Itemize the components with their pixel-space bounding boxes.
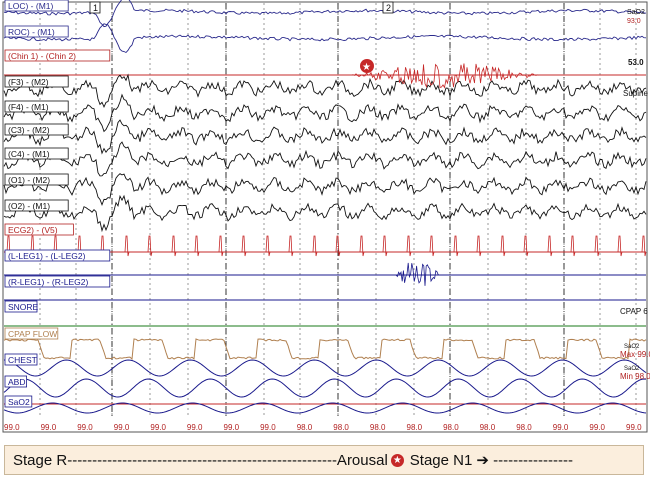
channel-label-box [4,327,59,340]
loc-trace [3,0,647,28]
channel-label-box [4,275,111,288]
channel-label-box [4,100,69,113]
channel-label-13: CPAP FLOW [8,329,57,339]
event-marker-1: 1 [93,3,98,13]
sao2-value-tick: 98.0 [516,423,532,432]
channel-label-box [4,375,28,388]
stage-annotation-bar: Stage R---------------------------------… [4,445,644,475]
sao2-value-tick: 98.0 [407,423,423,432]
channel-label-7: (O1) - (M2) [8,175,50,185]
sao2-value-tick: 99.0 [224,423,240,432]
channel-label-15: ABD [8,377,25,387]
channel-label-16: SaO2 [8,397,30,407]
sao2-value-tick: 99.0 [260,423,276,432]
channel-label-box [4,223,74,236]
sao2-value-tick: 98.0 [333,423,349,432]
sao2-value-tick: 99.0 [41,423,57,432]
channel-label-1: ROC) - (M1) [8,27,55,37]
sao2-value-tick: 98.0 [297,423,313,432]
arousal-star-icon: ★ [390,453,404,467]
event-marker-2: 2 [386,3,391,13]
channel-label-box [4,49,111,62]
sao2-max-label: Max 99.0 [620,350,650,359]
channel-label-box [4,123,69,136]
stage-r-text: Stage R---------------------------------… [13,451,388,469]
channel-label-12: SNORE [8,302,39,312]
position-label: Supine [623,89,648,98]
channel-label-6: (C4) - (M1) [8,149,50,159]
event-marker-box [382,1,394,14]
ecg-trace [4,235,647,257]
channel-label-2: (Chin 1) - (Chin 2) [8,51,76,61]
abd-trace [3,378,647,398]
right-sao2-value: 93.0 [627,18,641,25]
channel-label-box [4,0,69,12]
eeg-trace-6 [3,141,647,177]
channel-label-box [4,395,33,408]
sao2-value-tick: 99.0 [187,423,203,432]
eeg-trace-5 [3,119,647,155]
event-marker-box [89,1,101,14]
chest-trace [3,359,647,377]
channel-label-box [4,25,69,38]
eeg-trace-7 [3,173,647,206]
cpap-flow-trace [3,338,647,361]
sao2-min-label: Min 98.0 [620,372,650,381]
channel-label-8: (O2) - (M1) [8,201,50,211]
dashes-text: ---------------- [488,451,574,469]
arousal-marker-icon [360,59,374,73]
right-sao2-label: SaO2 [627,9,645,16]
sao2-min-caption: SaO2 [624,366,640,372]
right-sao2-value2: 53.0 [628,58,644,67]
channel-label-box [4,75,69,88]
channel-label-box [4,173,69,186]
eeg-trace-3 [3,73,647,109]
channel-label-box [4,249,111,262]
channel-label-0: LOC) - (M1) [8,1,54,11]
channel-label-11: (R-LEG1) - (R-LEG2) [8,277,88,287]
sao2-value-tick: 98.0 [370,423,386,432]
channel-label-14: CHEST [8,355,37,365]
eeg-trace-4 [3,93,647,133]
cpap-pressure-label: CPAP 6 [620,307,648,316]
lleg-emg-burst [394,262,440,286]
channel-label-9: ECG2) - (V5) [8,225,58,235]
eeg-trace-8 [3,194,647,233]
sao2-trace [3,402,647,414]
stage-n1-text: Stage N1 [409,451,473,469]
sao2-value-tick: 99.0 [150,423,166,432]
channel-label-box [4,199,69,212]
sao2-value-tick: 99.0 [626,423,642,432]
channel-label-box [4,300,38,313]
psg-trace-panel: LOC) - (M1) ROC) - (M1) (Chin 1) - (Chin 2… [2,0,650,433]
channel-label-box [4,147,69,160]
channel-label-5: (C3) - (M2) [8,125,50,135]
chin-emg-burst [350,63,540,89]
arousal-star-glyph: ★ [362,62,371,73]
sao2-value-tick: 99.0 [77,423,93,432]
sao2-max-caption: SaO2 [624,344,640,350]
channel-label-4: (F4) - (M1) [8,102,49,112]
panel-frame [2,1,648,433]
sao2-value-tick: 98.0 [443,423,459,432]
channel-label-10: (L-LEG1) - (L-LEG2) [8,251,86,261]
arrow-right-icon: ➔ [476,452,489,469]
sao2-value-tick: 99.0 [114,423,130,432]
channel-label-3: (F3) - (M2) [8,77,49,87]
sao2-value-tick: 99.0 [553,423,569,432]
sao2-value-tick: 98.0 [480,423,496,432]
sao2-value-tick: 99.0 [4,423,20,432]
channel-label-box [4,353,38,366]
roc-trace [3,23,647,54]
sao2-value-tick: 99.0 [589,423,605,432]
